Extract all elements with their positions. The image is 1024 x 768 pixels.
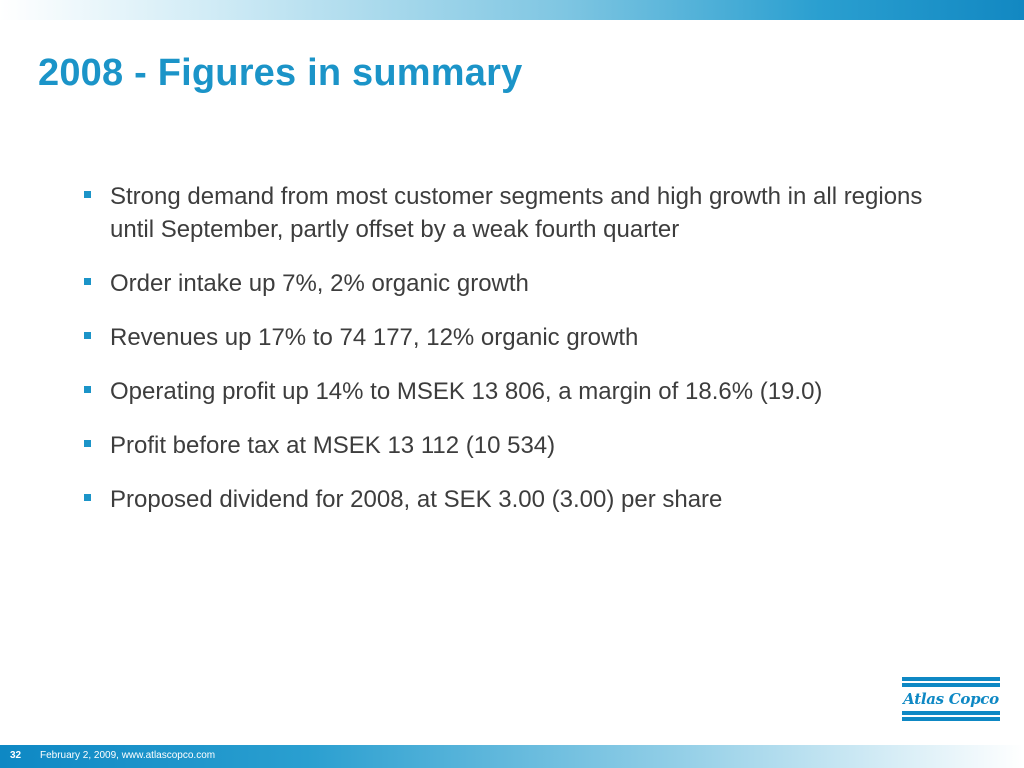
footer-bar: 32 February 2, 2009, www.atlascopco.com xyxy=(0,745,1024,768)
bullet-square-icon xyxy=(84,278,91,285)
bullet-item: Revenues up 17% to 74 177, 12% organic g… xyxy=(84,321,964,354)
bullet-text: Profit before tax at MSEK 13 112 (10 534… xyxy=(110,432,556,459)
logo-stripe xyxy=(902,677,1000,681)
bullet-item: Profit before tax at MSEK 13 112 (10 534… xyxy=(84,429,964,462)
bullet-item: Strong demand from most customer segment… xyxy=(84,180,964,246)
logo-stripe xyxy=(902,711,1000,715)
bullet-text: Proposed dividend for 2008, at SEK 3.00 … xyxy=(110,486,723,513)
bullet-list: Strong demand from most customer segment… xyxy=(84,180,964,537)
logo-text: Atlas Copco xyxy=(903,690,999,708)
bullet-square-icon xyxy=(84,191,91,198)
logo-stripe xyxy=(902,717,1000,721)
bullet-square-icon xyxy=(84,332,91,339)
bullet-square-icon xyxy=(84,494,91,501)
bullet-text: Strong demand from most customer segment… xyxy=(110,183,923,243)
bullet-square-icon xyxy=(84,386,91,393)
top-gradient-bar xyxy=(0,0,1024,20)
atlas-copco-logo: Atlas Copco xyxy=(902,677,1000,721)
page-number: 32 xyxy=(10,750,22,761)
bullet-text: Order intake up 7%, 2% organic growth xyxy=(110,270,529,297)
bullet-text: Revenues up 17% to 74 177, 12% organic g… xyxy=(110,324,639,351)
bullet-text: Operating profit up 14% to MSEK 13 806, … xyxy=(110,378,823,405)
bullet-item: Order intake up 7%, 2% organic growth xyxy=(84,267,964,300)
slide-title: 2008 - Figures in summary xyxy=(38,52,523,94)
logo-stripe xyxy=(902,683,1000,687)
bullet-item: Proposed dividend for 2008, at SEK 3.00 … xyxy=(84,483,964,516)
bullet-square-icon xyxy=(84,440,91,447)
footer-text: February 2, 2009, www.atlascopco.com xyxy=(40,750,216,761)
bullet-item: Operating profit up 14% to MSEK 13 806, … xyxy=(84,375,964,408)
